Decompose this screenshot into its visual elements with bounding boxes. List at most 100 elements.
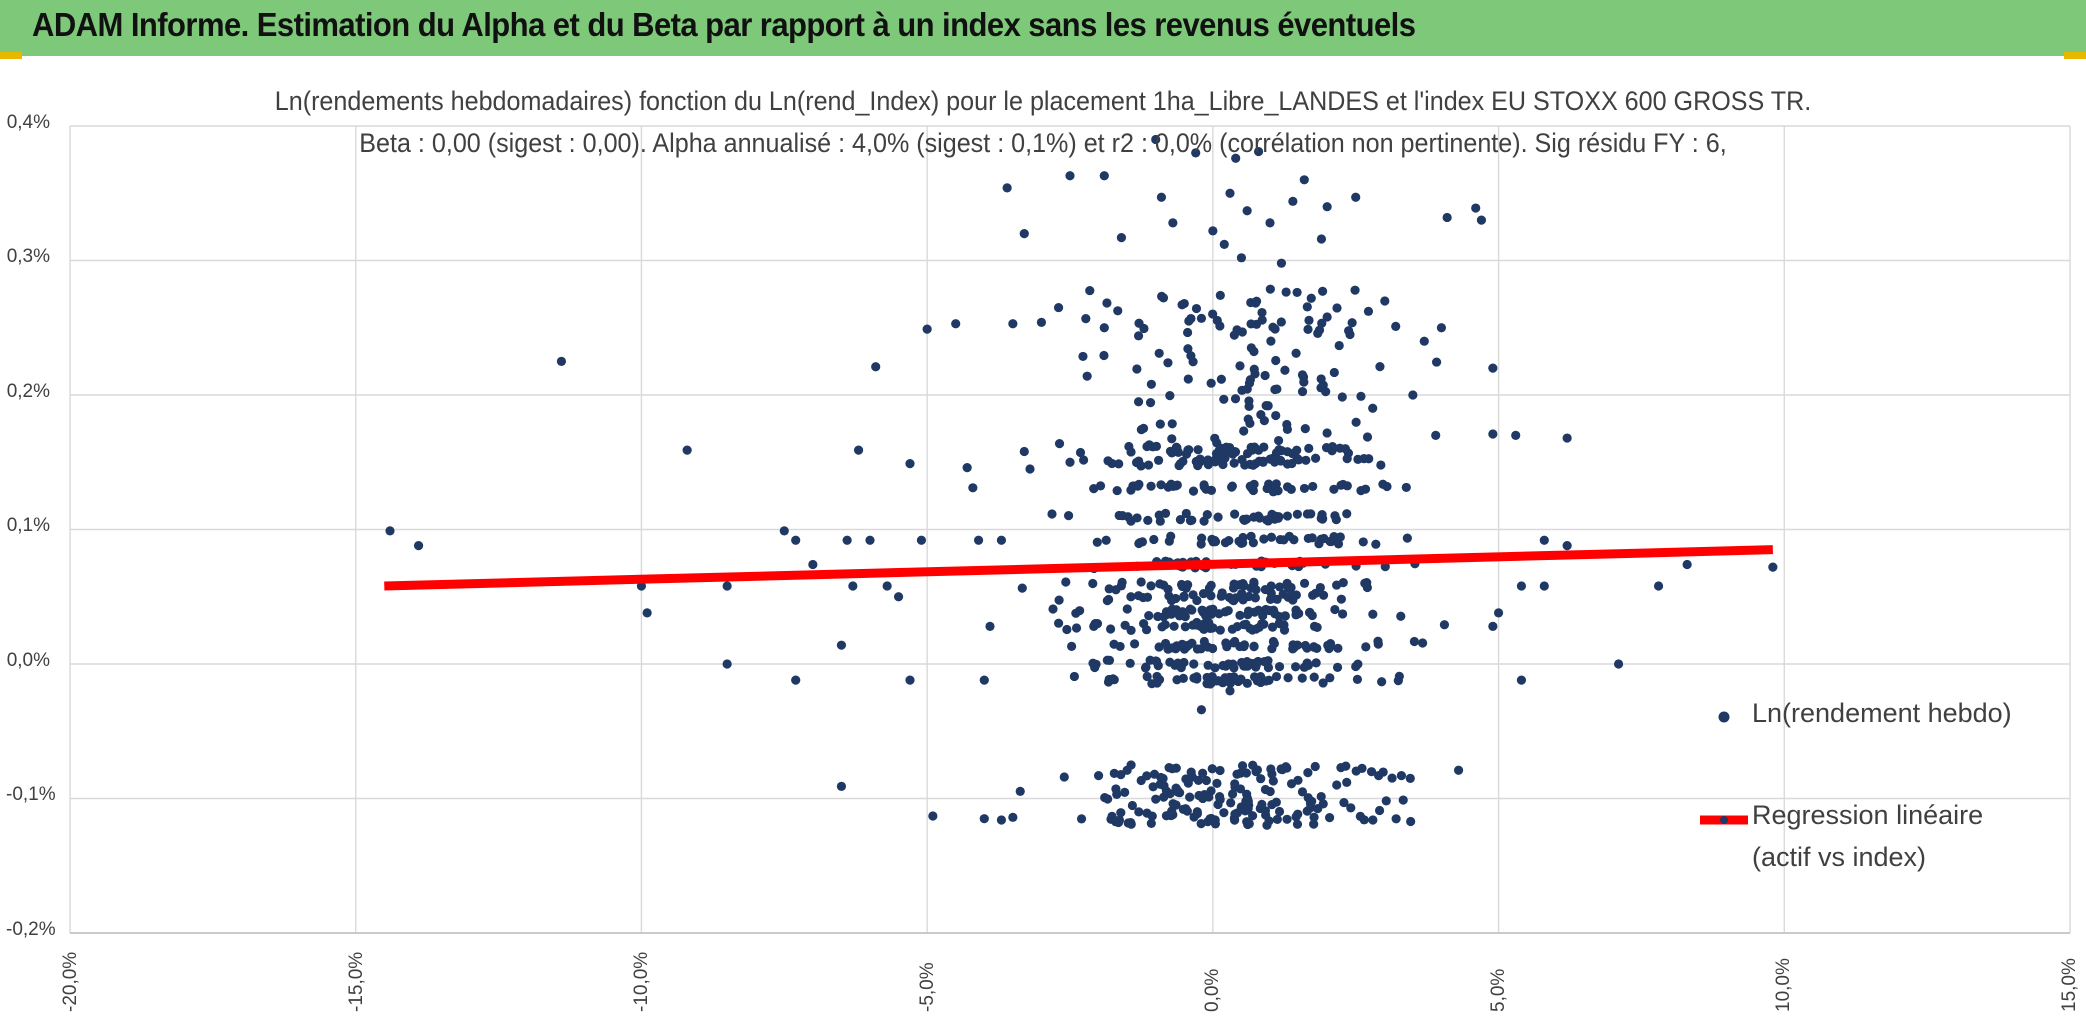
- data-point: [1318, 590, 1329, 600]
- data-point: [1167, 764, 1177, 774]
- data-point: [1081, 314, 1091, 324]
- data-point: [1154, 348, 1164, 358]
- data-point: [1355, 811, 1365, 821]
- data-point: [1201, 611, 1211, 621]
- data-point: [722, 581, 732, 591]
- data-point: [1227, 482, 1237, 492]
- data-point: [1562, 541, 1572, 551]
- data-point: [1163, 358, 1173, 368]
- x-tick-label: -20,0%: [60, 951, 81, 1012]
- data-point: [1111, 585, 1121, 595]
- data-point: [882, 581, 892, 591]
- data-point: [1151, 134, 1161, 145]
- data-point: [1152, 671, 1162, 682]
- data-point: [1344, 326, 1354, 336]
- data-point: [1145, 398, 1156, 408]
- data-point: [791, 535, 801, 545]
- data-point: [1313, 328, 1323, 338]
- data-point: [1089, 620, 1100, 630]
- data-point: [1239, 426, 1249, 436]
- data-point: [1265, 218, 1275, 228]
- data-point: [1206, 580, 1216, 590]
- data-point: [1301, 455, 1311, 465]
- data-point: [1294, 455, 1304, 465]
- data-point: [928, 811, 938, 821]
- data-point: [1208, 643, 1218, 654]
- data-point: [1242, 789, 1252, 799]
- data-point: [1157, 291, 1167, 301]
- data-point: [1075, 606, 1085, 616]
- data-point: [1276, 258, 1287, 268]
- data-point: [1163, 608, 1174, 619]
- data-point: [1280, 365, 1290, 375]
- data-point: [1234, 536, 1244, 546]
- data-point: [682, 445, 692, 455]
- data-point: [1183, 374, 1193, 384]
- data-point: [1153, 455, 1164, 465]
- data-point: [1682, 559, 1692, 570]
- data-point: [1116, 808, 1126, 818]
- data-point: [1333, 643, 1343, 653]
- data-point: [1613, 659, 1624, 669]
- data-point: [1227, 789, 1238, 799]
- data-point: [1105, 624, 1116, 634]
- data-point: [1259, 619, 1269, 629]
- data-point: [1282, 447, 1292, 457]
- data-point: [1061, 577, 1071, 587]
- data-point: [1196, 705, 1207, 715]
- legend-marker-series: [1718, 711, 1730, 723]
- data-point: [893, 592, 904, 602]
- data-point: [1268, 322, 1278, 332]
- data-point: [1196, 644, 1206, 654]
- data-point: [1133, 591, 1144, 601]
- data-point: [1230, 581, 1240, 591]
- data-point: [722, 659, 732, 669]
- data-point: [1112, 485, 1122, 496]
- data-point: [1117, 577, 1127, 587]
- data-point: [1293, 809, 1303, 819]
- data-point: [1019, 446, 1029, 457]
- data-point: [1148, 782, 1158, 792]
- data-point: [1182, 327, 1193, 338]
- data-point: [1126, 485, 1136, 495]
- data-point: [1059, 772, 1069, 782]
- data-point: [1185, 792, 1195, 802]
- data-point: [1168, 218, 1178, 228]
- data-point: [1406, 816, 1416, 827]
- data-point: [1133, 331, 1144, 341]
- data-point: [1270, 384, 1280, 395]
- scatter-chart: Ln(rendements hebdomadaires) fonction du…: [0, 56, 2086, 1035]
- data-point: [1342, 509, 1352, 519]
- data-point: [1431, 357, 1442, 367]
- data-point: [1171, 481, 1181, 491]
- regression-line: [384, 545, 1773, 591]
- data-point: [1142, 771, 1152, 781]
- data-point: [413, 541, 424, 551]
- data-point: [1167, 448, 1177, 458]
- data-point: [1019, 229, 1029, 239]
- data-point: [1329, 484, 1339, 494]
- data-point: [1054, 595, 1064, 605]
- data-point: [1232, 675, 1243, 685]
- data-point: [1219, 394, 1229, 404]
- data-point: [1093, 771, 1104, 781]
- chart-subtitle: Beta : 0,00 (sigest : 0,00). Alpha annua…: [359, 128, 1727, 158]
- data-point: [1272, 814, 1282, 825]
- data-point: [1267, 622, 1278, 632]
- data-point: [1311, 658, 1321, 668]
- data-point: [1126, 625, 1136, 635]
- corner-marker-left: [0, 52, 22, 59]
- data-point: [1308, 481, 1318, 492]
- data-point: [1366, 767, 1377, 777]
- data-point: [1260, 784, 1271, 795]
- data-point: [1310, 453, 1321, 463]
- data-point: [1318, 678, 1328, 688]
- data-point: [1215, 765, 1225, 776]
- data-point: [1299, 578, 1310, 588]
- data-point: [1220, 607, 1230, 617]
- data-point: [1189, 673, 1199, 683]
- data-point: [1248, 811, 1258, 821]
- data-point: [1266, 532, 1277, 542]
- data-point: [848, 581, 858, 591]
- data-point: [1255, 513, 1265, 523]
